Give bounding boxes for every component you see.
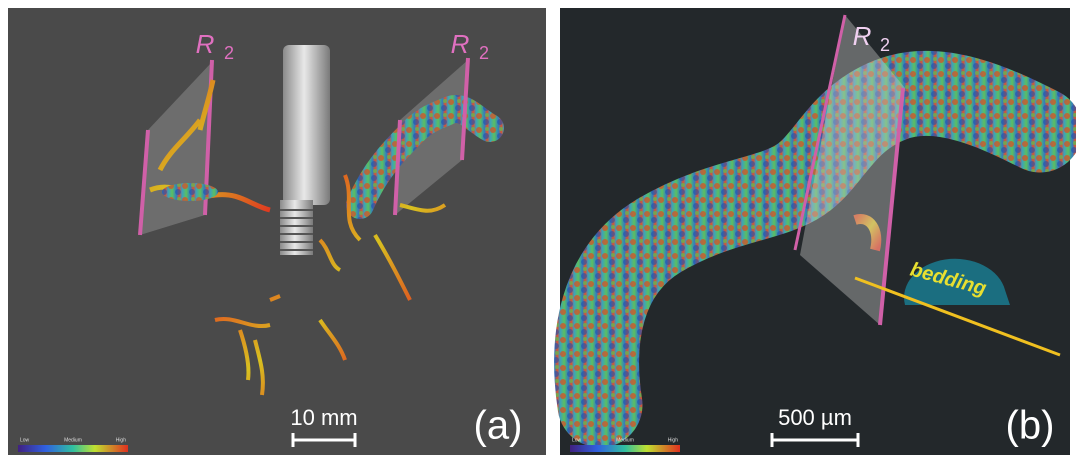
scale-bar-label: 500 µm [778, 405, 852, 430]
colorbar-label: Medium [64, 437, 82, 443]
colorbar [18, 445, 128, 452]
colorbar-label: Low [572, 437, 582, 443]
panel-label: (b) [1006, 404, 1055, 448]
plane-label: R [853, 21, 872, 51]
panel-label: (a) [474, 404, 523, 448]
drill-thread [280, 200, 313, 255]
colorbar-label: Low [20, 437, 30, 443]
fracture-network [162, 183, 218, 201]
drill-bit [283, 45, 330, 205]
plane-label-subscript: 2 [880, 35, 890, 55]
scale-bar-label: 10 mm [290, 405, 357, 430]
panel-b: bedding R 2 500 µm (b) Low Medium High [560, 8, 1070, 455]
colorbar-label: High [668, 437, 679, 443]
plane-label: R [451, 29, 470, 59]
colorbar-label: High [116, 437, 127, 443]
colorbar [570, 445, 680, 452]
colorbar-label: Medium [616, 437, 634, 443]
plane-label-subscript: 2 [224, 43, 234, 63]
plane-label: R [196, 29, 215, 59]
figure: R 2 R 2 10 mm (a) Low Medium High beddin… [0, 0, 1076, 463]
panel-a: R 2 R 2 10 mm (a) Low Medium High [8, 8, 546, 455]
plane-label-subscript: 2 [479, 43, 489, 63]
